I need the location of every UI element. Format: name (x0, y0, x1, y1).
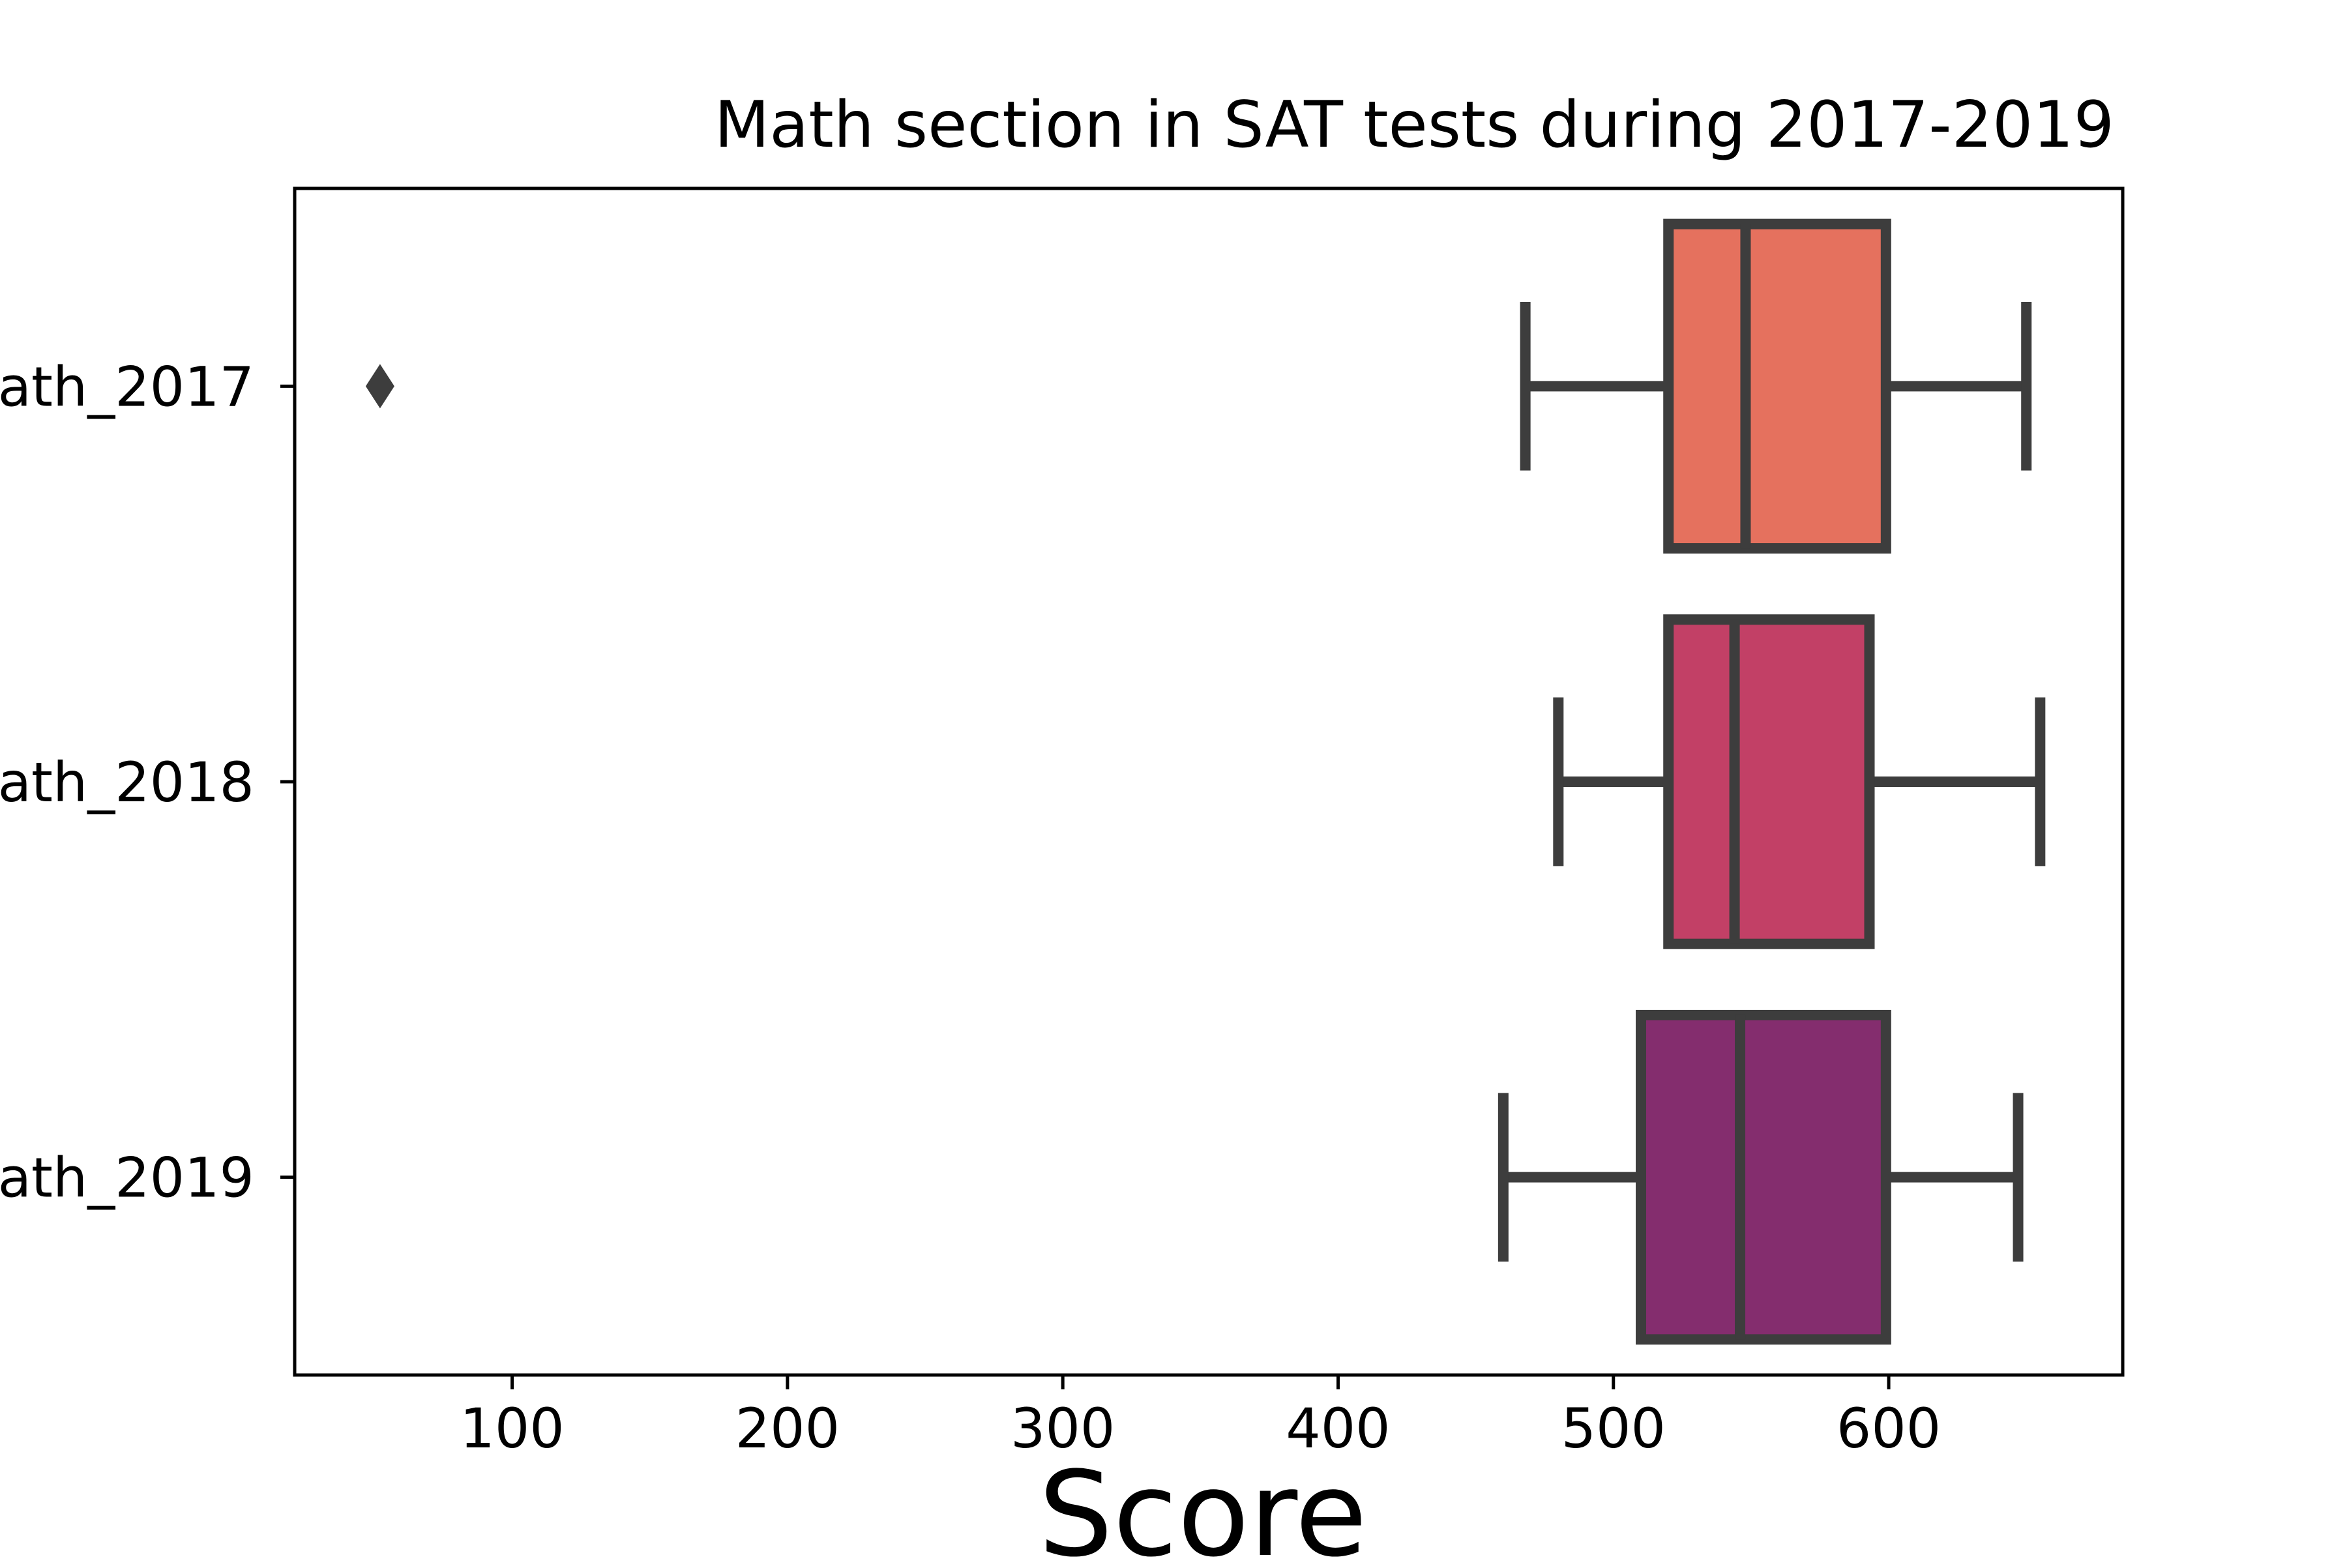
outlier-point (365, 364, 394, 409)
box-ath_2018 (1663, 614, 1875, 949)
plot-area: 100 200 300 400 500 600 ath_2017 ath_2018 ath_20… (0, 186, 2125, 1460)
box-ath_2019 (1635, 1009, 1891, 1345)
x-tick-label: 300 (1011, 1397, 1115, 1460)
x-tick-label: 600 (1837, 1397, 1941, 1460)
box-ath_2017 (1663, 218, 1891, 554)
y-tick-label: ath_2019 (0, 1146, 254, 1210)
y-tick-label: ath_2017 (0, 355, 254, 419)
x-tick-label: 200 (735, 1397, 840, 1460)
x-tick-label: 100 (460, 1397, 564, 1460)
chart-title: Math section in SAT tests during 2017-20… (715, 88, 2114, 162)
x-axis-label: Score (1039, 1447, 1367, 1565)
y-tick-label: ath_2018 (0, 750, 254, 814)
x-tick-label: 500 (1561, 1397, 1666, 1460)
x-tick-label: 400 (1286, 1397, 1390, 1460)
